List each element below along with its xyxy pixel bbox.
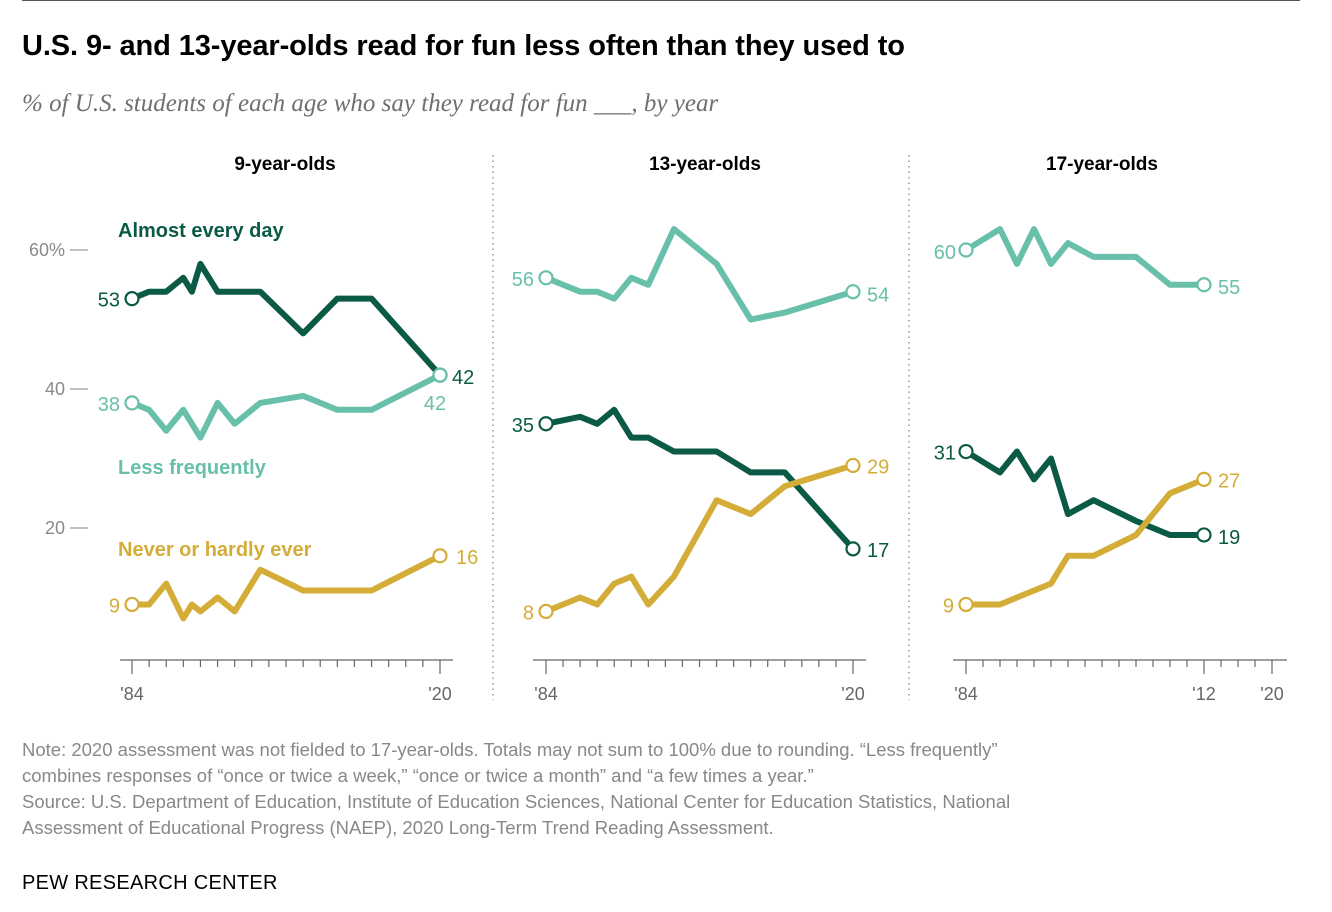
x-tick-label: '84	[120, 684, 143, 704]
series-line	[129, 372, 443, 441]
x-tick-label: '12	[1192, 684, 1215, 704]
series-start-label: 31	[934, 443, 956, 465]
panel-title: 17-year-olds	[1046, 154, 1158, 175]
x-tick-label: '20	[1260, 684, 1283, 704]
series-end-label: 16	[456, 547, 478, 569]
series-start-marker	[124, 395, 140, 411]
series-end-marker	[432, 548, 448, 564]
series-end-label: 55	[1218, 277, 1240, 299]
series-start-marker	[538, 270, 554, 286]
series-line	[129, 552, 443, 622]
chart-title: U.S. 9- and 13-year-olds read for fun le…	[22, 30, 905, 62]
y-tick-label: 60%	[29, 240, 65, 260]
series-end-label: 42	[424, 393, 446, 415]
series-end-label: 42	[452, 367, 474, 389]
footnote: Note: 2020 assessment was not fielded to…	[22, 737, 1302, 841]
x-tick-label: '84	[954, 684, 977, 704]
chart-subtitle: % of U.S. students of each age who say t…	[22, 90, 719, 117]
panel-title: 13-year-olds	[649, 154, 761, 175]
series-name-label: Almost every day	[118, 220, 285, 242]
x-tick-label: '84	[534, 684, 557, 704]
series-end-marker	[845, 284, 861, 300]
panel-3: 17-year-olds '84 '12 '20 60 55 31 19 9 27	[934, 154, 1287, 704]
series-start-label: 60	[934, 242, 956, 264]
series-start-marker	[958, 443, 974, 460]
chart-area: 9-year-olds 60% 40 20 '84 '20 53 42 Almost every…	[29, 154, 1287, 704]
series-line	[543, 462, 856, 615]
series-end-marker	[432, 367, 448, 383]
series-line	[963, 476, 1207, 608]
series-end-marker	[845, 541, 861, 557]
series-line	[543, 406, 856, 552]
series-start-marker	[538, 603, 554, 620]
source-line-1: Source: U.S. Department of Education, In…	[22, 791, 1011, 812]
series-end-marker	[1196, 277, 1212, 293]
series-start-marker	[538, 416, 554, 432]
series-start-label: 35	[512, 415, 534, 437]
panel-title: 9-year-olds	[234, 154, 335, 175]
panel-1: 9-year-olds 60% 40 20 '84 '20 53 42 Almost every…	[29, 154, 478, 704]
series-end-marker	[1196, 527, 1212, 543]
series-end-label: 19	[1218, 527, 1240, 549]
series-start-label: 56	[512, 269, 534, 291]
series-start-marker	[124, 291, 140, 307]
series-name-label: Never or hardly ever	[118, 539, 312, 561]
series-start-label: 8	[523, 602, 534, 624]
series-start-label: 53	[98, 290, 120, 312]
brand-label: PEW RESEARCH CENTER	[22, 872, 278, 894]
series-start-label: 9	[943, 595, 954, 617]
series-end-label: 27	[1218, 470, 1240, 492]
panel-2: 13-year-olds '84 '20 35 17 56 54 8 29	[512, 154, 890, 704]
series-line	[543, 226, 856, 323]
series-start-marker	[958, 596, 974, 613]
note-line-1: Note: 2020 assessment was not fielded to…	[22, 739, 998, 760]
series-end-marker	[845, 457, 861, 474]
series-start-label: 9	[109, 595, 120, 617]
source-line-2: Assessment of Educational Progress (NAEP…	[22, 817, 774, 838]
y-tick-label: 20	[45, 518, 65, 538]
series-line	[963, 226, 1207, 288]
series-line	[963, 448, 1207, 538]
series-start-label: 38	[98, 394, 120, 416]
series-start-marker	[958, 242, 974, 258]
top-rule	[22, 0, 1300, 1]
x-tick-label: '20	[841, 684, 864, 704]
series-start-marker	[124, 596, 140, 613]
series-end-label: 17	[867, 540, 889, 562]
series-end-label: 29	[867, 456, 889, 478]
series-name-label: Less frequently	[118, 457, 267, 479]
series-end-marker	[1196, 471, 1212, 487]
note-line-2: combines responses of “once or twice a w…	[22, 765, 814, 786]
x-tick-label: '20	[428, 684, 451, 704]
series-line	[129, 260, 443, 379]
series-end-label: 54	[867, 285, 889, 307]
y-tick-label: 40	[45, 379, 65, 399]
